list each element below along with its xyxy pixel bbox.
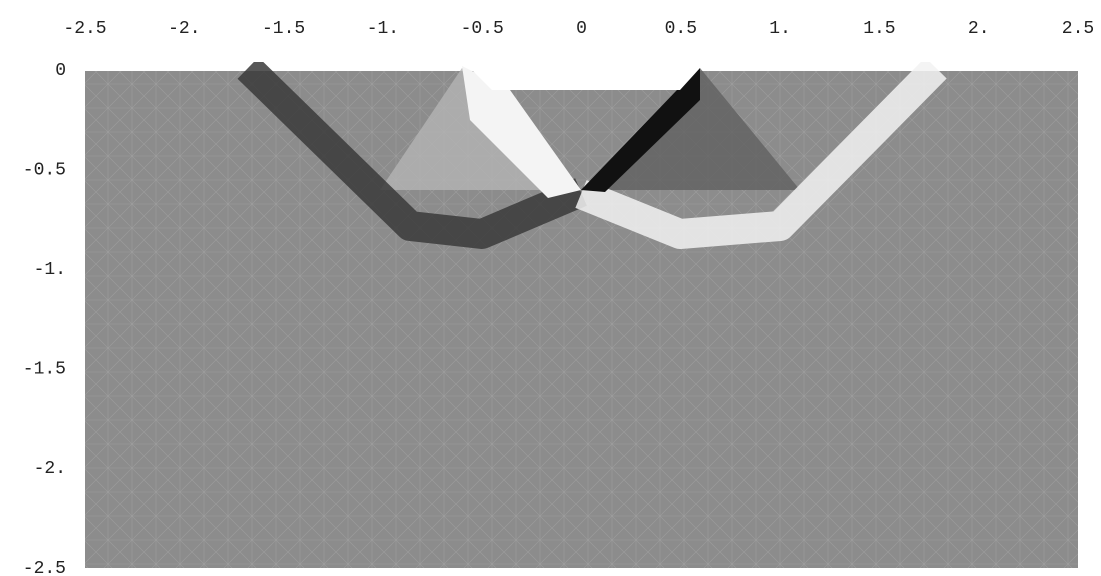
y-tick-label: -2.5 <box>23 559 66 576</box>
x-tick-label: 2. <box>968 19 990 39</box>
y-tick-label: -1. <box>34 260 66 280</box>
y-tick-label: -1.5 <box>23 360 66 380</box>
x-tick-label: 1.5 <box>863 19 895 39</box>
x-tick-label: 0 <box>576 19 587 39</box>
x-tick-label: -1.5 <box>262 19 305 39</box>
y-tick-label: -0.5 <box>23 160 66 180</box>
x-tick-label: -2.5 <box>63 19 106 39</box>
y-tick-label: -2. <box>34 459 66 479</box>
x-tick-label: -0.5 <box>461 19 504 39</box>
density-field <box>85 62 1078 568</box>
x-tick-label: 2.5 <box>1062 19 1094 39</box>
y-tick-label: 0 <box>55 61 66 81</box>
x-tick-label: 1. <box>769 19 791 39</box>
x-tick-label: 0.5 <box>665 19 697 39</box>
x-tick-label: -2. <box>168 19 200 39</box>
x-tick-label: -1. <box>367 19 399 39</box>
chart: -2.5 -2. -1.5 -1. -0.5 0 0.5 1. 1.5 2. 2.5 0 -0.5 -1.… <box>0 0 1101 576</box>
